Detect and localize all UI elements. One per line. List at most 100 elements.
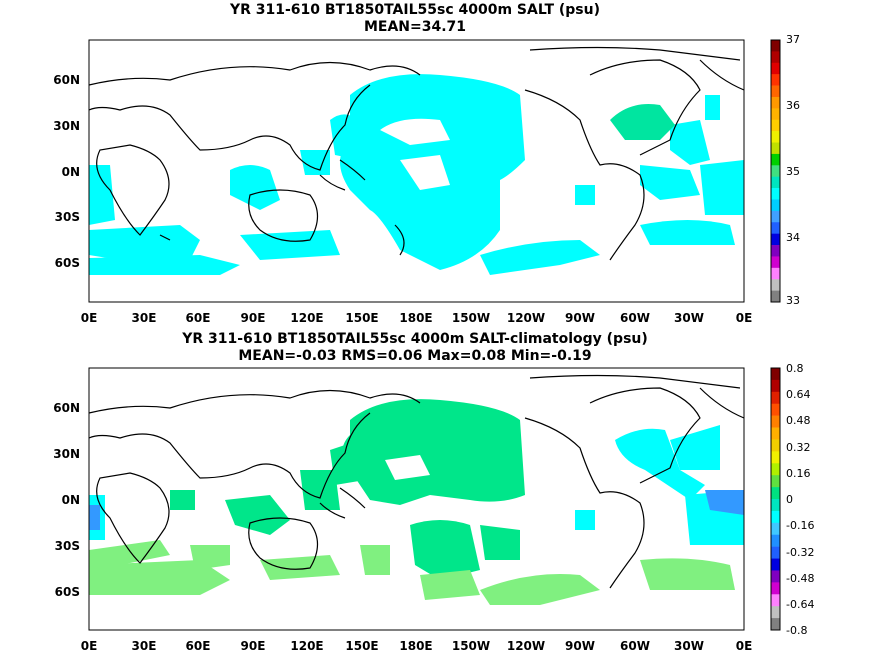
- panel1-x-axis: 0E 30E 60E 90E 120E 150E 180E 150W 120W …: [81, 311, 753, 325]
- panel1-x-tick: 150W: [452, 311, 490, 325]
- colorbar-swatch: [771, 142, 780, 155]
- panel2-y-tick: 60S: [55, 585, 80, 599]
- panel2-cb-label: 0.16: [786, 467, 811, 480]
- panel1-cb-label: 33: [786, 294, 800, 307]
- panel1-atlantic-green: [610, 104, 675, 140]
- colorbar-swatch: [771, 439, 780, 452]
- panel1-y-tick: 30N: [53, 119, 80, 133]
- panel2-x-tick: 90E: [241, 639, 266, 653]
- colorbar-swatch: [771, 85, 780, 98]
- panel2-x-tick: 60E: [186, 639, 211, 653]
- panel1-x-tick: 60E: [186, 311, 211, 325]
- panel1-x-tick: 90E: [241, 311, 266, 325]
- colorbar-swatch: [771, 618, 780, 631]
- panel2-anomaly-field: [89, 399, 744, 605]
- panel2-cb-label: 0.32: [786, 441, 811, 454]
- colorbar-swatch: [771, 487, 780, 500]
- colorbar-swatch: [771, 176, 780, 189]
- colorbar-swatch: [771, 379, 780, 393]
- panel1-x-tick: 60W: [620, 311, 650, 325]
- colorbar-swatch: [771, 131, 780, 143]
- panel2-title-line2: MEAN=-0.03 RMS=0.06 Max=0.08 Min=-0.19: [238, 348, 592, 364]
- panel2-cb-label: 0.48: [786, 414, 811, 427]
- colorbar-swatch: [771, 415, 780, 428]
- panel1-x-tick: 0E: [81, 311, 98, 325]
- panel2-coastlines: [88, 374, 745, 589]
- panel1-y-tick: 0N: [62, 165, 80, 179]
- colorbar-swatch: [771, 534, 780, 547]
- panel1-colorbar: [770, 39, 781, 303]
- panel1-x-tick: 120E: [290, 311, 323, 325]
- colorbar-swatch: [771, 403, 780, 416]
- colorbar-swatch: [771, 108, 780, 121]
- panel2-y-tick: 0N: [62, 493, 80, 507]
- panel2-x-tick: 30E: [132, 639, 157, 653]
- panel1-y-axis: 60N 30N 0N 30S 60S: [53, 73, 80, 270]
- panel2-title: YR 311-610 BT1850TAIL55sc 4000m SALT-cli…: [0, 331, 830, 365]
- colorbar-swatch: [771, 51, 780, 64]
- panel1-cb-label: 37: [786, 33, 800, 46]
- panel2-x-tick: 0E: [736, 639, 753, 653]
- panel1-x-tick: 120W: [507, 311, 545, 325]
- panel2-cb-label: -0.64: [786, 598, 814, 611]
- panel1-cb-label: 34: [786, 231, 800, 244]
- panel1-x-tick: 90W: [565, 311, 595, 325]
- panel2-x-axis: 0E 30E 60E 90E 120E 150E 180E 150W 120W …: [81, 639, 753, 653]
- panel2-cb-label: -0.16: [786, 519, 814, 532]
- panel1-x-tick: 30W: [674, 311, 704, 325]
- panel1-x-tick: 0E: [736, 311, 753, 325]
- colorbar-frame: [770, 367, 781, 631]
- panel2-title-line1: YR 311-610 BT1850TAIL55sc 4000m SALT-cli…: [182, 331, 648, 347]
- panel2-x-tick: 150E: [345, 639, 378, 653]
- panel1-title-line2: MEAN=34.71: [363, 19, 467, 35]
- colorbar-swatch: [771, 74, 780, 86]
- colorbar-swatch: [771, 245, 780, 257]
- panel2-colorbar: [770, 367, 781, 631]
- panel1-cb-label: 36: [786, 99, 800, 112]
- panel2-x-tick: 180E: [399, 639, 432, 653]
- panel1-x-tick: 180E: [399, 311, 432, 325]
- colorbar-swatch: [771, 546, 780, 559]
- panel2-colorbar-labels: 0.8 0.64 0.48 0.32 0.16 0 -0.16 -0.32 -0…: [786, 362, 814, 637]
- colorbar-swatch: [771, 188, 780, 200]
- colorbar-swatch: [771, 582, 780, 595]
- panel2-x-tick: 120E: [290, 639, 323, 653]
- colorbar-swatch: [771, 499, 780, 512]
- panel2-cb-label: -0.48: [786, 572, 814, 585]
- colorbar-swatch: [771, 368, 780, 381]
- colorbar-swatch: [771, 570, 780, 583]
- panel2-cb-label: -0.32: [786, 546, 814, 559]
- colorbar-swatch: [771, 475, 780, 488]
- panel1-x-tick: 30E: [132, 311, 157, 325]
- colorbar-swatch: [771, 522, 780, 536]
- colorbar-swatch: [771, 233, 780, 246]
- colorbar-swatch: [771, 199, 780, 212]
- colorbar-swatch: [771, 594, 780, 607]
- colorbar-swatch: [771, 267, 780, 280]
- colorbar-swatch: [771, 510, 780, 524]
- panel1-y-tick: 30S: [55, 210, 80, 224]
- panel1-title: YR 311-610 BT1850TAIL55sc 4000m SALT (ps…: [0, 2, 830, 36]
- panel1-cb-label: 35: [786, 165, 800, 178]
- colorbar-swatch: [771, 210, 780, 223]
- panel2-x-tick: 60W: [620, 639, 650, 653]
- panel2-cb-label: 0.64: [786, 388, 811, 401]
- panel2-y-axis: 60N 30N 0N 30S 60S: [53, 401, 80, 599]
- colorbar-swatch: [771, 256, 780, 269]
- panel2-cb-label: 0.8: [786, 362, 804, 375]
- panel1-map: 60N 30N 0N 30S 60S 0E 30E 60E 90E 120E 1…: [53, 33, 800, 325]
- colorbar-swatch: [771, 451, 780, 464]
- colorbar-swatch: [771, 558, 780, 571]
- colorbar-swatch: [771, 427, 780, 440]
- colorbar-swatch: [771, 96, 780, 109]
- panel1-coastlines: [88, 46, 745, 261]
- colorbar-frame: [770, 39, 781, 303]
- panel2-x-tick: 150W: [452, 639, 490, 653]
- colorbar-swatch: [771, 463, 780, 476]
- colorbar-swatch: [771, 222, 780, 234]
- colorbar-swatch: [771, 165, 780, 177]
- panel2-y-tick: 30S: [55, 539, 80, 553]
- panel1-x-tick: 150E: [345, 311, 378, 325]
- panel1-y-tick: 60N: [53, 73, 80, 87]
